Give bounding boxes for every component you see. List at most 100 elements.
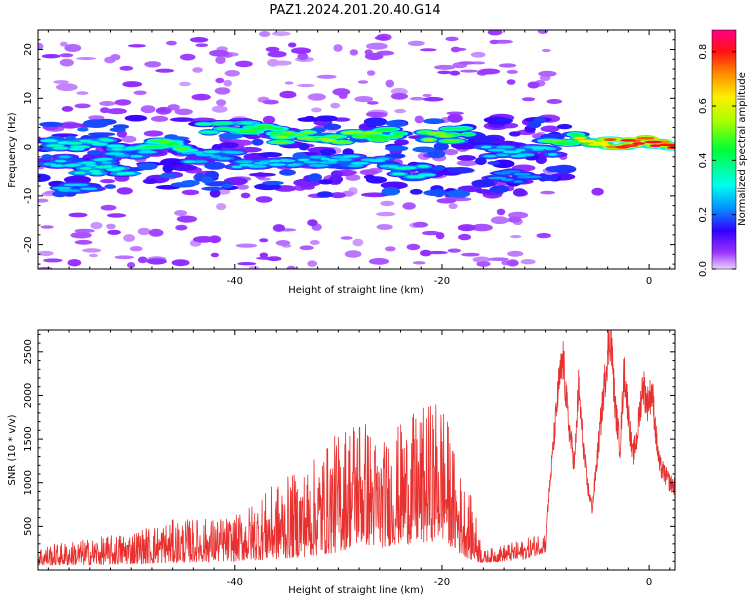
heatmap-cell bbox=[320, 157, 331, 161]
heatmap-cell bbox=[385, 120, 407, 127]
heatmap-cell bbox=[127, 44, 147, 48]
heatmap-cell bbox=[502, 150, 521, 154]
heatmap-cell bbox=[217, 157, 232, 160]
heatmap-cell bbox=[262, 180, 284, 186]
heatmap-cell bbox=[262, 115, 276, 125]
heatmap-cell bbox=[557, 123, 573, 130]
heatmap-cell bbox=[472, 256, 491, 263]
heatmap-cell bbox=[501, 178, 514, 182]
heatmap-cell bbox=[493, 171, 512, 175]
heatmap-cell bbox=[224, 70, 240, 77]
heatmap-cell bbox=[216, 99, 227, 106]
heatmap-cell bbox=[124, 114, 148, 122]
colorbar-ticks: 0.0 0.2 0.4 0.6 0.8 bbox=[698, 44, 736, 277]
heatmap-cell bbox=[318, 161, 338, 164]
heatmap-cell bbox=[435, 232, 445, 240]
heatmap-cell bbox=[80, 187, 98, 191]
heatmap-cell bbox=[68, 212, 88, 218]
heatmap-cell bbox=[223, 79, 232, 87]
heatmap-cell bbox=[328, 158, 339, 162]
heatmap-cell bbox=[407, 40, 425, 46]
heatmap-cell bbox=[268, 163, 286, 167]
heatmap-cell bbox=[106, 223, 116, 230]
heatmap-cell bbox=[345, 174, 361, 181]
heatmap-cell bbox=[41, 54, 61, 59]
heatmap-cell bbox=[412, 146, 436, 153]
heatmap-cell bbox=[394, 139, 409, 146]
heatmap-cell bbox=[352, 238, 364, 247]
heatmap-cell bbox=[354, 96, 374, 103]
heatmap-cell bbox=[333, 44, 343, 52]
heatmap-cell bbox=[275, 240, 291, 246]
heatmap-cell bbox=[536, 174, 559, 181]
heatmap-cell bbox=[303, 131, 314, 134]
heatmap-cell bbox=[41, 154, 53, 161]
snr-xtick-label: 0 bbox=[646, 577, 652, 588]
heatmap-cell bbox=[496, 145, 515, 149]
snr-ytick-label: 2500 bbox=[23, 339, 34, 364]
heatmap-cell bbox=[113, 167, 125, 170]
heatmap-cell bbox=[256, 124, 274, 128]
heatmap-cell bbox=[311, 107, 322, 113]
heatmap-cell bbox=[128, 146, 148, 150]
heatmap-cell bbox=[365, 176, 388, 184]
heatmap-cell bbox=[513, 188, 527, 197]
heatmap-cell bbox=[109, 127, 126, 133]
snr-xtick-label: -40 bbox=[227, 577, 243, 588]
heatmap-cell bbox=[82, 119, 110, 128]
heatmap-cell bbox=[506, 69, 518, 74]
heatmap-cell bbox=[460, 69, 478, 73]
heatmap-cell bbox=[215, 56, 226, 65]
heatmap-cell bbox=[381, 187, 401, 196]
heatmap-cell bbox=[73, 171, 86, 175]
heatmap-cell bbox=[210, 155, 222, 159]
heatmap-cell bbox=[292, 152, 308, 161]
heatmap-cell bbox=[191, 93, 211, 101]
heatmap-cell bbox=[265, 46, 280, 53]
heatmap-cell bbox=[52, 146, 69, 150]
heatmap-cell bbox=[70, 145, 90, 149]
heatmap-cell bbox=[332, 140, 352, 144]
heatmap-cell bbox=[478, 68, 501, 75]
heatmap-cell bbox=[58, 155, 71, 159]
heatmap-cell bbox=[174, 210, 188, 216]
heatmap-cell bbox=[81, 161, 96, 165]
heatmap-cell bbox=[487, 30, 503, 36]
heatmap-cell bbox=[119, 65, 134, 71]
heatmap-cell bbox=[116, 187, 133, 195]
heatmap-cell bbox=[394, 166, 415, 170]
heatmap-cell bbox=[63, 183, 81, 187]
heatmap-cell bbox=[489, 39, 500, 45]
heatmap-cell bbox=[159, 173, 178, 178]
colorbar-gradient bbox=[711, 29, 737, 270]
heatmap-cell bbox=[100, 179, 116, 184]
heatmap-cell bbox=[644, 140, 662, 144]
heatmap-cell bbox=[513, 180, 524, 184]
heatmap-cell bbox=[70, 231, 92, 239]
heatmap-cell bbox=[409, 188, 423, 195]
heatmap-cell bbox=[537, 30, 549, 34]
heatmap-cell bbox=[392, 132, 405, 136]
heatmap-cell bbox=[487, 176, 507, 180]
snr-ytick-label: 1500 bbox=[23, 426, 34, 451]
heatmap-cell bbox=[288, 42, 297, 48]
heatmap-cell bbox=[632, 142, 646, 145]
heatmap-cell bbox=[251, 138, 264, 146]
heatmap-cell bbox=[111, 147, 124, 151]
heatmap-cell bbox=[85, 163, 98, 167]
heatmap-cell bbox=[137, 256, 148, 264]
heatmap-cell bbox=[515, 148, 526, 152]
heatmap-cell bbox=[319, 148, 337, 156]
heatmap-cell bbox=[40, 225, 54, 229]
heatmap-cell bbox=[422, 96, 444, 102]
heatmap-cell bbox=[442, 139, 461, 143]
heatmap-cell bbox=[137, 227, 151, 236]
heatmap-cell bbox=[475, 189, 492, 194]
heatmap-cell bbox=[76, 57, 97, 60]
heatmap-cell bbox=[216, 203, 227, 211]
heatmap-cell bbox=[297, 158, 310, 162]
heatmap-cell bbox=[402, 202, 416, 210]
heatmap-cell bbox=[540, 190, 555, 195]
heatmap-cell bbox=[38, 42, 44, 50]
heatmap-cell bbox=[123, 234, 135, 242]
